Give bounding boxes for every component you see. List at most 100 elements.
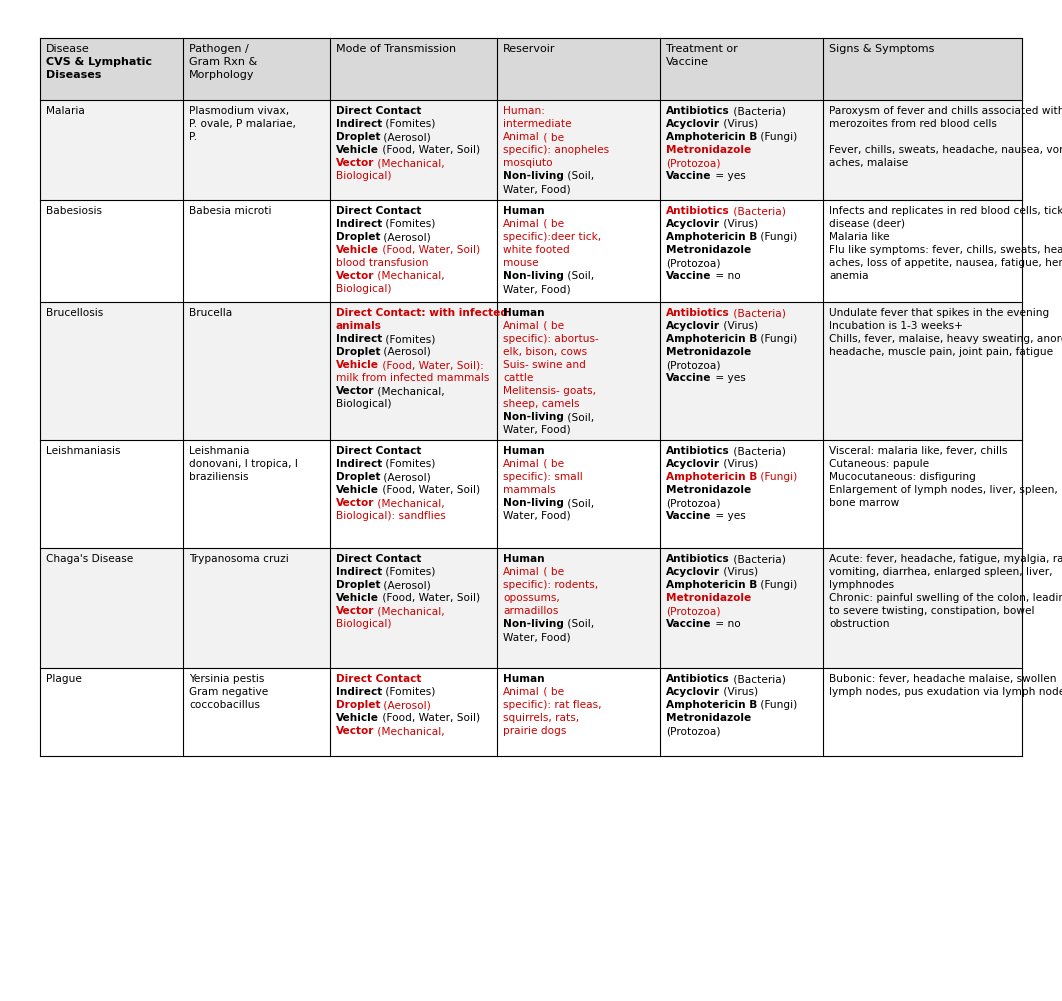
Text: Biological): sandflies: Biological): sandflies bbox=[336, 511, 446, 521]
Text: Direct Contact: Direct Contact bbox=[336, 446, 422, 456]
Text: Vehicle: Vehicle bbox=[336, 245, 379, 255]
Text: (Soil,: (Soil, bbox=[564, 271, 594, 281]
Text: Vaccine: Vaccine bbox=[666, 511, 712, 521]
Text: braziliensis: braziliensis bbox=[189, 472, 249, 482]
Text: mosqiuto: mosqiuto bbox=[503, 158, 552, 168]
Text: Human: Human bbox=[503, 308, 545, 318]
Text: ( be: ( be bbox=[539, 219, 564, 229]
Text: Vector: Vector bbox=[336, 498, 375, 508]
Text: (Soil,: (Soil, bbox=[564, 498, 594, 508]
Text: Melitensis- goats,: Melitensis- goats, bbox=[503, 386, 596, 396]
Text: Plague: Plague bbox=[46, 674, 82, 684]
Text: (Virus): (Virus) bbox=[720, 119, 758, 129]
Text: Droplet: Droplet bbox=[336, 232, 380, 242]
Text: Indirect: Indirect bbox=[336, 219, 382, 229]
Text: Vehicle: Vehicle bbox=[336, 713, 379, 723]
Text: anemia: anemia bbox=[829, 271, 869, 281]
Text: Leishmania: Leishmania bbox=[189, 446, 250, 456]
Text: Biological): Biological) bbox=[336, 399, 392, 409]
Text: vomiting, diarrhea, enlarged spleen, liver,: vomiting, diarrhea, enlarged spleen, liv… bbox=[829, 567, 1052, 577]
Text: Vaccine: Vaccine bbox=[666, 619, 712, 629]
Text: Vehicle: Vehicle bbox=[336, 593, 379, 603]
Text: Water, Food): Water, Food) bbox=[503, 632, 570, 642]
Text: Metronidazole: Metronidazole bbox=[666, 145, 751, 155]
Text: Indirect: Indirect bbox=[336, 119, 382, 129]
Text: Antibiotics: Antibiotics bbox=[666, 554, 730, 564]
Text: (Mechanical,: (Mechanical, bbox=[375, 726, 445, 736]
Text: Human: Human bbox=[503, 554, 545, 564]
Text: (Food, Water, Soil): (Food, Water, Soil) bbox=[379, 485, 480, 495]
Text: Acyclovir: Acyclovir bbox=[666, 219, 720, 229]
Text: specific): small: specific): small bbox=[503, 472, 583, 482]
Text: Droplet: Droplet bbox=[336, 472, 380, 482]
Text: Indirect: Indirect bbox=[336, 687, 382, 697]
Text: = yes: = yes bbox=[712, 511, 746, 521]
Text: Trypanosoma cruzi: Trypanosoma cruzi bbox=[189, 554, 289, 564]
Text: (Fomites): (Fomites) bbox=[382, 219, 435, 229]
Text: Fever, chills, sweats, headache, nausea, vomiting, body: Fever, chills, sweats, headache, nausea,… bbox=[829, 145, 1062, 155]
Text: Human: Human bbox=[503, 206, 545, 216]
Bar bbox=[40, 100, 1022, 200]
Text: Malaria: Malaria bbox=[46, 106, 85, 116]
Text: (Fomites): (Fomites) bbox=[382, 567, 435, 577]
Text: (Food, Water, Soil): (Food, Water, Soil) bbox=[379, 593, 480, 603]
Text: (Mechanical,: (Mechanical, bbox=[375, 158, 445, 168]
Text: (Fomites): (Fomites) bbox=[382, 119, 435, 129]
Text: (Virus): (Virus) bbox=[720, 321, 758, 331]
Text: Animal: Animal bbox=[503, 321, 539, 331]
Text: (Protozoa): (Protozoa) bbox=[666, 726, 720, 736]
Text: Water, Food): Water, Food) bbox=[503, 425, 570, 435]
Text: (Soil,: (Soil, bbox=[564, 171, 594, 181]
Text: Chaga's Disease: Chaga's Disease bbox=[46, 554, 133, 564]
Text: Vaccine: Vaccine bbox=[666, 171, 712, 181]
Text: ( be: ( be bbox=[539, 567, 564, 577]
Text: merozoites from red blood cells: merozoites from red blood cells bbox=[829, 119, 997, 129]
Text: Vaccine: Vaccine bbox=[666, 373, 712, 383]
Text: donovani, I tropica, I: donovani, I tropica, I bbox=[189, 459, 297, 469]
Text: Treatment or: Treatment or bbox=[666, 44, 738, 54]
Text: blood transfusion: blood transfusion bbox=[336, 258, 428, 268]
Text: specific): abortus-: specific): abortus- bbox=[503, 334, 599, 344]
Text: Mucocutaneous: disfiguring: Mucocutaneous: disfiguring bbox=[829, 472, 976, 482]
Text: Amphotericin B: Amphotericin B bbox=[666, 132, 757, 142]
Text: (Protozoa): (Protozoa) bbox=[666, 158, 720, 168]
Text: Undulate fever that spikes in the evening: Undulate fever that spikes in the evenin… bbox=[829, 308, 1049, 318]
Text: Suis- swine and: Suis- swine and bbox=[503, 360, 586, 370]
Text: bone marrow: bone marrow bbox=[829, 498, 900, 508]
Text: Babesia microti: Babesia microti bbox=[189, 206, 272, 216]
Text: Animal: Animal bbox=[503, 132, 539, 142]
Text: aches, loss of appetite, nausea, fatigue, hemolytic: aches, loss of appetite, nausea, fatigue… bbox=[829, 258, 1062, 268]
Text: = no: = no bbox=[712, 271, 740, 281]
Text: Reservoir: Reservoir bbox=[503, 44, 555, 54]
Text: Plasmodium vivax,: Plasmodium vivax, bbox=[189, 106, 289, 116]
Text: Human: Human bbox=[503, 446, 545, 456]
Text: (Bacteria): (Bacteria) bbox=[730, 674, 786, 684]
Text: Infects and replicates in red blood cells, tick borne: Infects and replicates in red blood cell… bbox=[829, 206, 1062, 216]
Text: disease (deer): disease (deer) bbox=[829, 219, 905, 229]
Text: = yes: = yes bbox=[712, 373, 746, 383]
Bar bbox=[40, 302, 1022, 440]
Text: coccobacillus: coccobacillus bbox=[189, 700, 260, 710]
Text: Disease: Disease bbox=[46, 44, 90, 54]
Text: elk, bison, cows: elk, bison, cows bbox=[503, 347, 587, 357]
Text: (Fomites): (Fomites) bbox=[382, 687, 435, 697]
Text: Leishmaniasis: Leishmaniasis bbox=[46, 446, 120, 456]
Text: obstruction: obstruction bbox=[829, 619, 890, 629]
Text: Amphotericin B: Amphotericin B bbox=[666, 334, 757, 344]
Text: Direct Contact: Direct Contact bbox=[336, 554, 422, 564]
Text: Metronidazole: Metronidazole bbox=[666, 485, 751, 495]
Text: Incubation is 1-3 weeks+: Incubation is 1-3 weeks+ bbox=[829, 321, 963, 331]
Text: (Food, Water, Soil): (Food, Water, Soil) bbox=[379, 145, 480, 155]
Text: prairie dogs: prairie dogs bbox=[503, 726, 566, 736]
Text: Amphotericin B: Amphotericin B bbox=[666, 232, 757, 242]
Text: animals: animals bbox=[336, 321, 382, 331]
Bar bbox=[40, 38, 1022, 100]
Text: armadillos: armadillos bbox=[503, 606, 559, 616]
Text: mouse: mouse bbox=[503, 258, 538, 268]
Text: Malaria like: Malaria like bbox=[829, 232, 890, 242]
Text: Acyclovir: Acyclovir bbox=[666, 459, 720, 469]
Text: (Food, Water, Soil):: (Food, Water, Soil): bbox=[379, 360, 484, 370]
Text: (Food, Water, Soil): (Food, Water, Soil) bbox=[379, 245, 480, 255]
Text: Brucella: Brucella bbox=[189, 308, 233, 318]
Bar bbox=[40, 440, 1022, 548]
